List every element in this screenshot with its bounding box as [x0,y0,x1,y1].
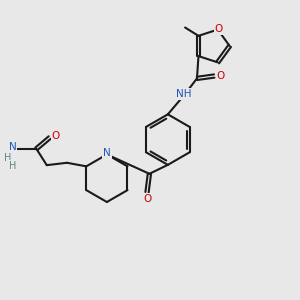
Text: H: H [4,153,11,163]
Text: N: N [103,148,111,158]
Text: NH: NH [176,89,192,99]
Text: H: H [9,161,16,171]
Text: N: N [9,142,16,152]
Text: O: O [214,24,223,34]
Text: O: O [52,131,60,141]
Text: O: O [143,194,151,204]
Text: O: O [217,71,225,81]
